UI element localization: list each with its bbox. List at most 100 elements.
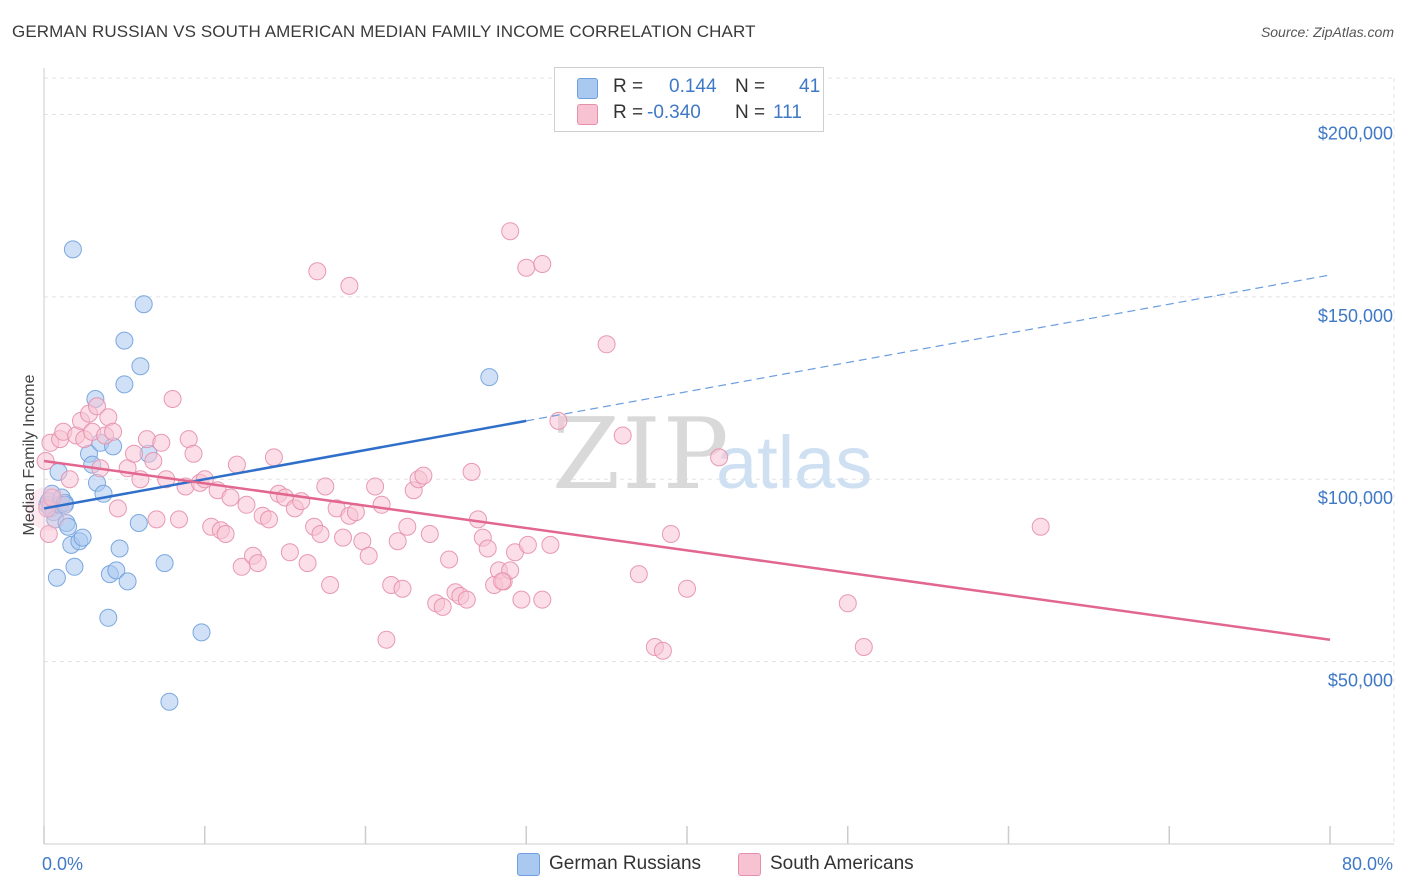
south-americans-point (613, 426, 632, 445)
legend-n-value: 111 (773, 102, 802, 123)
south-americans-point (152, 433, 171, 452)
points-layer (26, 222, 1050, 711)
german-russians-point (63, 240, 82, 259)
south-americans-point (541, 535, 560, 554)
german-russians-point (115, 331, 134, 350)
south-americans-point (298, 554, 317, 573)
south-americans-point (104, 422, 123, 441)
south-americans-point (144, 452, 163, 470)
bottom-legend-label: German Russians (549, 853, 702, 874)
legend-row-south-americans: R = -0.340 N = 111 (577, 102, 817, 126)
south-americans-point (457, 590, 476, 609)
south-americans-point (372, 495, 391, 514)
south-americans-point (334, 528, 352, 547)
german-russians-point (118, 572, 137, 591)
source-label: Source: ZipAtlas.com (1260, 24, 1394, 40)
trend-layer (43, 274, 1331, 641)
legend-row-german-russians: R = 0.144 N = 41 (577, 76, 821, 100)
south-americans-point (710, 448, 729, 467)
german-russians-trendline-extension (526, 274, 1331, 422)
south-americans-point (147, 510, 166, 529)
south-americans-point (316, 477, 335, 496)
south-americans-point (248, 554, 267, 573)
south-americans-point (518, 535, 537, 554)
south-americans-point (493, 572, 512, 591)
south-americans-point (1031, 517, 1050, 536)
legend-n-value: 41 (799, 76, 821, 97)
south-americans-point (308, 262, 327, 281)
german-russians-point (134, 295, 153, 314)
legend-n-label: N = (735, 102, 766, 123)
german-russians-point (160, 692, 179, 711)
south-americans-point (170, 510, 188, 529)
german-russians-point (192, 623, 211, 642)
south-americans-point (462, 462, 481, 481)
y-tick-label: $150,000 (1318, 306, 1393, 326)
bottom-legend-swatch-south-americans (738, 853, 761, 876)
south-americans-point (366, 477, 385, 496)
south-americans-point (393, 579, 412, 598)
south-americans-point (321, 576, 340, 594)
south-americans-point (280, 543, 299, 562)
south-americans-point (359, 546, 378, 565)
south-americans-point (517, 258, 536, 277)
german-russians-trendline (43, 419, 527, 510)
bottom-legend-swatch-german-russians (517, 853, 540, 876)
south-americans-point (433, 597, 452, 616)
bottom-legend-label: South Americans (770, 853, 914, 874)
y-tick-label: $50,000 (1328, 671, 1393, 691)
south-americans-point (501, 222, 520, 241)
south-americans-point (440, 550, 459, 569)
german-russians-point (107, 561, 126, 580)
south-americans-point (414, 466, 433, 485)
stats-legend: R = 0.144 N = 41 R = -0.340 N = 111 (554, 67, 824, 132)
south-americans-point (533, 255, 552, 273)
south-americans-point (163, 390, 182, 408)
german-russians-point (47, 568, 66, 587)
south-americans-point (260, 510, 278, 529)
south-americans-point (653, 641, 672, 660)
german-russians-point (59, 517, 78, 536)
south-americans-point (39, 525, 58, 543)
y-tick-label: $100,000 (1318, 488, 1393, 508)
south-americans-point (597, 335, 616, 354)
german-russians-point (129, 514, 148, 532)
south-americans-point (216, 525, 235, 543)
bottom-legend-south-americans[interactable]: South Americans (738, 852, 938, 876)
german-russians-point (131, 357, 150, 376)
south-americans-point (221, 488, 240, 507)
south-americans-point (678, 579, 696, 598)
german-russians-point (480, 368, 499, 387)
legend-r-label: R = (613, 102, 644, 123)
legend-swatch-south-americans (577, 104, 598, 125)
german-russians-point (155, 554, 174, 573)
watermark-atlas: atlas (716, 421, 872, 504)
german-russians-point (110, 539, 129, 558)
south-americans-point (661, 525, 680, 543)
y-axis-label: Median Family Income (21, 374, 38, 535)
german-russians-point (99, 608, 118, 627)
south-americans-point (533, 590, 552, 609)
x-tick-label: 0.0% (42, 854, 83, 874)
south-americans-point (420, 525, 439, 543)
legend-swatch-german-russians (577, 78, 598, 99)
south-americans-trendline (43, 459, 1331, 641)
south-americans-point (264, 448, 283, 467)
south-americans-point (60, 470, 79, 489)
south-americans-point (854, 638, 873, 656)
south-americans-point (549, 411, 568, 430)
german-russians-point (65, 557, 84, 576)
south-americans-point (237, 495, 256, 514)
x-tick-label: 80.0% (1342, 854, 1393, 874)
bottom-legend-german-russians[interactable]: German Russians (517, 852, 717, 876)
south-americans-point (184, 444, 203, 463)
chart-title: GERMAN RUSSIAN VS SOUTH AMERICAN MEDIAN … (12, 22, 756, 41)
south-americans-point (388, 532, 407, 551)
legend-r-value: 0.144 (669, 76, 717, 97)
legend-r-label: R = (613, 76, 644, 97)
south-americans-point (478, 539, 497, 558)
south-americans-point (108, 499, 127, 518)
south-americans-point (227, 455, 246, 474)
german-russians-point (115, 375, 134, 394)
